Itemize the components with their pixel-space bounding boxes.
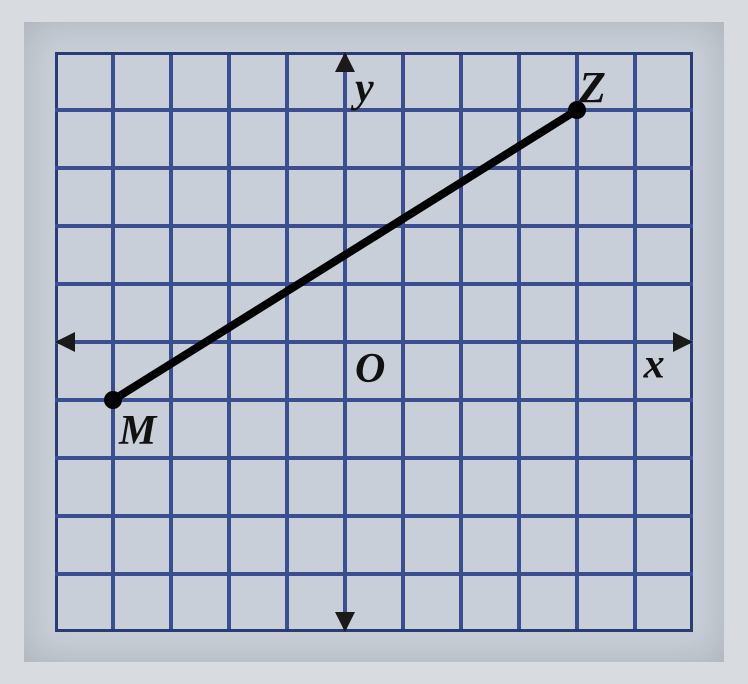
x-axis-label: x: [643, 342, 665, 388]
graph-svg: yxOMZ: [55, 52, 693, 632]
point-label-z: Z: [578, 63, 606, 112]
origin-label: O: [355, 346, 385, 392]
point-m: [104, 391, 122, 409]
coordinate-plane: yxOMZ: [24, 22, 724, 662]
point-label-m: M: [118, 408, 158, 454]
